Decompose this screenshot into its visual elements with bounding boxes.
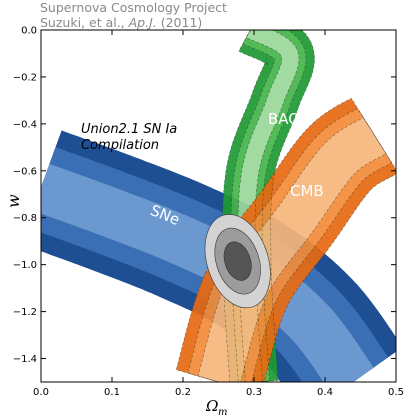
y-tick-label: −0.4: [13, 119, 37, 130]
y-tick-label: −1.2: [13, 307, 37, 318]
y-tick-label: 0.0: [21, 26, 37, 37]
x-axis-label-subscript: m: [218, 407, 227, 417]
bao-sigma-3-boundary: [222, 30, 315, 382]
bao-sigma-2-boundary: [230, 30, 307, 382]
cmb-sigma-3-boundary: [175, 97, 396, 382]
y-tick-label: −1.4: [13, 354, 37, 365]
bao-label: BAO: [268, 110, 300, 128]
cmb-label: CMB: [290, 182, 324, 200]
x-tick-label: 0.4: [317, 387, 333, 398]
x-axis-title: Ω m: [205, 397, 227, 417]
credit-authors: Suzuki, et al.,: [40, 15, 129, 30]
y-tick-label: −0.2: [13, 72, 37, 83]
plot-frame: [40, 29, 397, 383]
credit-journal: Ap.J.: [128, 15, 157, 30]
cmb-contours: [176, 98, 396, 382]
contour-layer: [41, 30, 396, 382]
cmb-sigma-1-region: [198, 117, 386, 382]
chart-labels: BAO CMB SNe Union2.1 SN Ia Compilation: [81, 110, 324, 229]
axis-ticks: 0.0 0.1 0.2 0.3 0.4 0.5 0.0 −0.2 −0.4 −0.6 −0.8 −1.…: [13, 26, 404, 399]
x-tick-label: 0.1: [104, 387, 120, 398]
credit-text: Supernova Cosmology Project Suzuki, et a…: [40, 0, 227, 30]
y-axis-label: w: [4, 194, 23, 208]
credit-year: (2011): [156, 15, 203, 30]
y-tick-label: −0.6: [13, 166, 37, 177]
x-axis-label: Ω: [205, 397, 218, 415]
combined-contours: [204, 214, 271, 309]
union-label-line-1: Union2.1 SN Ia: [81, 122, 177, 137]
credit-line-2: Suzuki, et al., Ap.J. (2011): [40, 15, 227, 30]
y-tick-label: −0.8: [13, 213, 37, 224]
credit-line-1: Supernova Cosmology Project: [40, 0, 227, 15]
y-tick-label: −1.0: [13, 260, 37, 271]
x-tick-label: 0.2: [175, 387, 191, 398]
x-tick-label: 0.3: [246, 387, 262, 398]
combined-sigma-1-region: [223, 241, 252, 281]
union-label-line-2: Compilation: [81, 138, 159, 153]
x-tick-label: 0.0: [33, 387, 49, 398]
x-tick-label: 0.5: [388, 387, 404, 398]
